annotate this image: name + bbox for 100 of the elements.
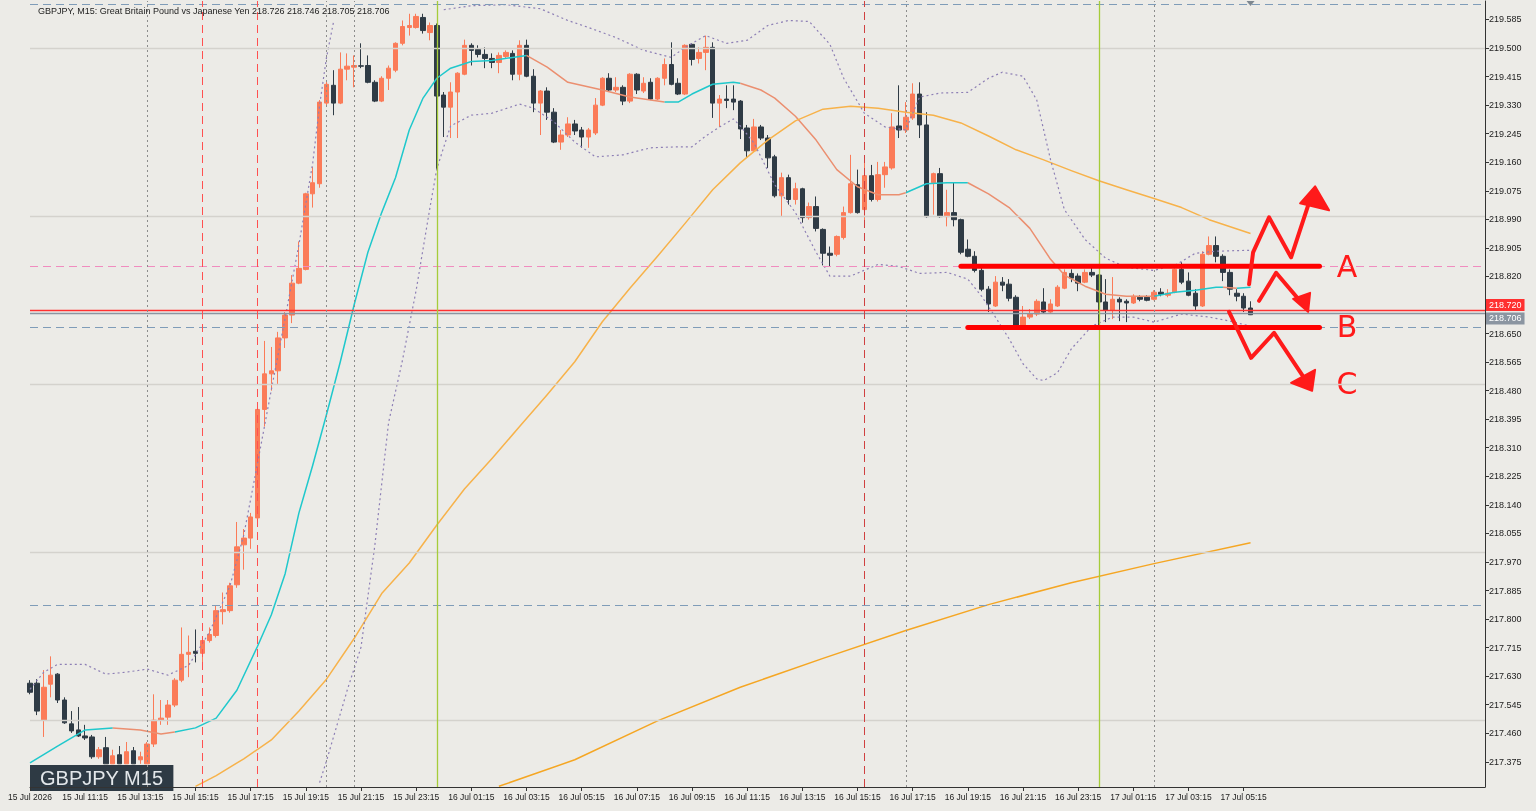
candlestick <box>924 111 929 219</box>
candlestick <box>600 76 605 107</box>
candlestick <box>448 81 453 139</box>
candlestick <box>1117 296 1122 322</box>
candlestick <box>634 72 640 95</box>
candlestick <box>41 669 47 738</box>
candlestick <box>931 172 936 216</box>
candlestick <box>751 118 757 153</box>
candlestick <box>979 266 984 292</box>
y-tick-label: 217.630 <box>1489 671 1522 682</box>
candlestick <box>517 39 522 81</box>
candlestick <box>234 521 240 589</box>
x-tick-label: 15 Jul 19:15 <box>282 791 330 802</box>
candlestick <box>1041 287 1046 314</box>
candlestick <box>848 154 853 215</box>
x-tick-label: 16 Jul 11:15 <box>724 791 771 802</box>
candlestick <box>510 49 515 81</box>
candlestick <box>379 75 384 103</box>
candlestick <box>944 189 950 227</box>
candlestick <box>986 285 991 313</box>
y-tick-label: 218.055 <box>1489 528 1522 539</box>
y-tick-label: 218.140 <box>1489 499 1522 510</box>
x-tick-label: 16 Jul 07:15 <box>613 791 661 802</box>
y-tick-label: 219.585 <box>1489 14 1522 25</box>
candlestick <box>55 672 60 704</box>
candlestick <box>69 710 74 734</box>
candlestick <box>793 182 798 206</box>
candlestick <box>606 72 612 93</box>
candlestick <box>531 68 536 113</box>
y-tick-label: 217.375 <box>1489 756 1522 767</box>
y-tick-label: 217.545 <box>1489 699 1522 710</box>
annotation: C <box>1336 366 1358 402</box>
candlestick <box>324 79 329 106</box>
candlestick <box>1055 284 1060 308</box>
y-tick-label: 218.480 <box>1489 385 1522 396</box>
candlestick <box>593 97 598 136</box>
y-tick-label: 218.310 <box>1489 442 1522 453</box>
candlestick <box>779 172 784 218</box>
x-tick-label: 16 Jul 01:15 <box>448 791 495 802</box>
candlestick <box>869 164 874 203</box>
candlestick <box>917 81 922 139</box>
x-tick-label: 16 Jul 17:15 <box>889 791 937 802</box>
y-tick-label: 218.225 <box>1489 471 1522 482</box>
y-tick-label: 217.715 <box>1489 642 1522 653</box>
x-tick-label: 17 Jul 05:15 <box>1220 791 1268 802</box>
y-tick-label: 217.885 <box>1489 585 1522 596</box>
y-tick-label: 219.415 <box>1489 71 1522 82</box>
candlestick <box>186 635 191 678</box>
candlestick <box>855 169 860 215</box>
candlestick <box>731 84 736 111</box>
candlestick <box>62 696 67 725</box>
y-tick-label: 218.650 <box>1489 328 1522 339</box>
candlestick <box>1048 298 1053 314</box>
candlestick <box>648 77 653 101</box>
y-tick-label: 218.905 <box>1489 242 1522 253</box>
x-tick-label: 15 Jul 23:15 <box>393 791 440 802</box>
y-tick-label: 218.820 <box>1489 271 1522 282</box>
candlestick <box>427 22 433 41</box>
y-tick-label: 219.330 <box>1489 100 1522 111</box>
x-tick-label: 17 Jul 01:15 <box>1110 791 1157 802</box>
candlestick <box>813 195 819 232</box>
candlestick <box>110 749 115 765</box>
candlestick <box>662 57 667 86</box>
candlestick <box>455 71 460 139</box>
candlestick <box>96 746 102 760</box>
x-tick-label: 16 Jul 13:15 <box>779 791 826 802</box>
x-tick-label: 16 Jul 05:15 <box>558 791 606 802</box>
candlestick <box>1172 267 1177 294</box>
x-tick-label: 16 Jul 23:15 <box>1054 791 1102 802</box>
text: GBPJPY, M15: Great Britain Pound vs Japanese Yen 218.726 218.746 218.705 218.706 <box>38 5 390 16</box>
candlestick <box>1124 298 1129 323</box>
x-tick-label: 15 Jul 2026 <box>8 791 53 802</box>
x-tick-label: 15 Jul 15:15 <box>172 791 219 802</box>
candlestick <box>262 340 267 428</box>
candlestick <box>993 275 998 308</box>
x-tick-label: 15 Jul 11:15 <box>62 791 109 802</box>
candlestick <box>524 39 529 78</box>
x-tick-label: 15 Jul 17:15 <box>227 791 275 802</box>
x-tick-label: 16 Jul 19:15 <box>944 791 992 802</box>
candlestick <box>331 69 336 116</box>
candlestick <box>586 127 591 149</box>
candlestick <box>806 202 812 221</box>
candlestick <box>655 76 660 101</box>
candlestick <box>786 174 791 206</box>
candlestick <box>800 187 805 224</box>
candlestick <box>710 41 715 119</box>
x-tick-label: 15 Jul 13:15 <box>117 791 164 802</box>
y-tick-label: 217.460 <box>1489 728 1522 739</box>
candlestick <box>627 72 633 104</box>
candlestick <box>1179 261 1184 285</box>
candlestick <box>937 167 943 219</box>
x-tick-label: 16 Jul 21:15 <box>999 791 1047 802</box>
candlestick <box>1110 276 1115 320</box>
y-tick-label: 219.245 <box>1489 128 1522 139</box>
candlestick <box>689 42 695 66</box>
y-tick-label: 219.075 <box>1489 185 1522 196</box>
x-tick-label: 15 Jul 21:15 <box>337 791 385 802</box>
x-tick-label: 17 Jul 03:15 <box>1165 791 1212 802</box>
x-tick-label: 16 Jul 09:15 <box>668 791 716 802</box>
annotation: A <box>1336 248 1358 284</box>
